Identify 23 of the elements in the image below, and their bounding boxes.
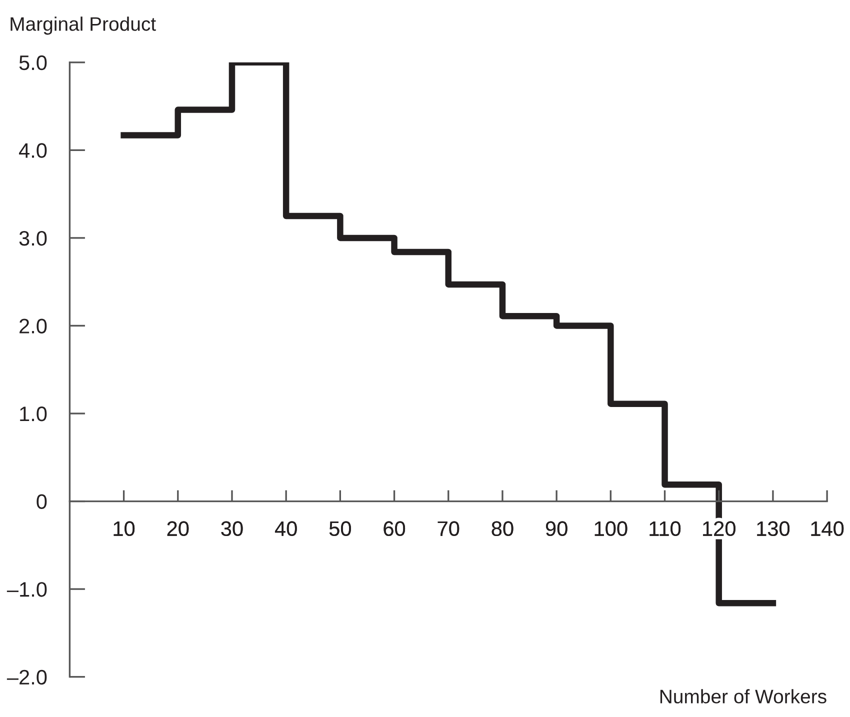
y-tick-label: –1.0 (6, 582, 47, 597)
y-tick-label: 0 (36, 494, 47, 510)
x-tick-label: 140 (811, 521, 844, 536)
y-tick-label: 5.0 (19, 55, 47, 70)
y-tick-label: 3.0 (19, 230, 47, 246)
x-tick-label: 100 (594, 521, 628, 536)
x-tick-label: 60 (384, 521, 406, 536)
x-tick-label: 50 (329, 521, 351, 536)
y-tick-label: 2.0 (20, 318, 47, 334)
y-axis-title: Marginal Product (10, 16, 156, 35)
y-tick-label: –2.0 (6, 670, 47, 685)
y-tick-label: 1.0 (20, 406, 47, 422)
x-tick-label: 30 (221, 521, 243, 536)
x-axis-title: Number of Workers (660, 689, 826, 704)
x-tick-label: 20 (167, 521, 189, 536)
x-tick-label: 90 (546, 521, 568, 536)
x-tick-label: 80 (492, 521, 514, 536)
x-tick-label: 110 (650, 521, 681, 536)
x-tick-label: 10 (114, 521, 135, 536)
y-tick-label: 4.0 (19, 143, 47, 158)
x-tick-label: 130 (757, 521, 790, 536)
x-tick-label: 70 (438, 521, 460, 536)
x-tick-label: 40 (274, 521, 297, 536)
